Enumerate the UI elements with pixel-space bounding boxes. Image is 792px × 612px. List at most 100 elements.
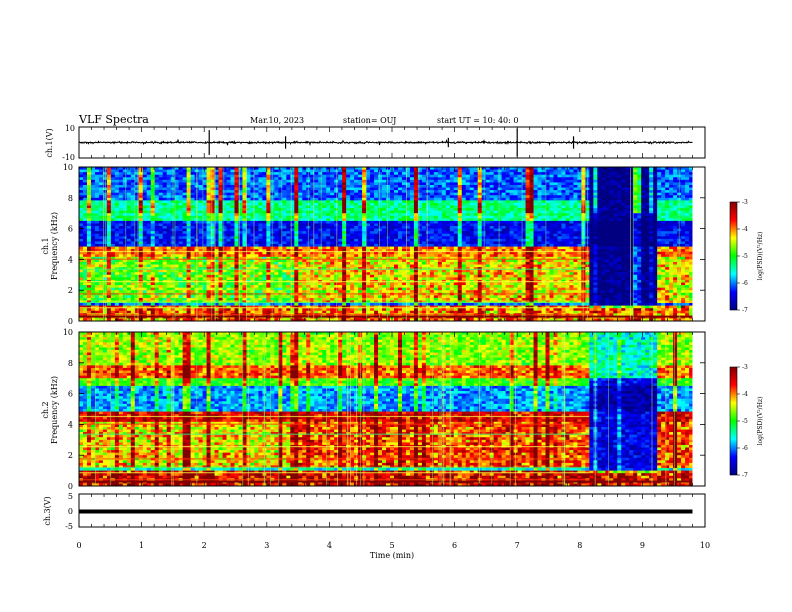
- spec-cell: [310, 174, 315, 178]
- spec-cell: [266, 236, 271, 240]
- spec-cell: [218, 231, 223, 235]
- spec-cell: [154, 184, 160, 188]
- spec-cell: [94, 205, 100, 209]
- spec-cell: [346, 244, 351, 247]
- spec-cell: [230, 308, 235, 312]
- spec-cell: [134, 274, 140, 278]
- spec-cell: [374, 210, 379, 214]
- spec-cell: [142, 233, 148, 237]
- spec-cell: [334, 223, 339, 227]
- spec-cell: [334, 197, 339, 201]
- spec-cell: [198, 184, 204, 188]
- spec-cell: [218, 295, 223, 299]
- spec-cell: [374, 256, 379, 260]
- spec-cell: [302, 228, 307, 232]
- spec-cell: [146, 202, 152, 206]
- spec-cell: [401, 287, 407, 291]
- spec-cell: [214, 187, 219, 191]
- spec-cell: [146, 251, 152, 255]
- spec-cell: [354, 310, 359, 314]
- spec-cell: [246, 169, 251, 173]
- spec-cell: [226, 241, 231, 245]
- spec-cell: [186, 169, 192, 173]
- spec-cell: [302, 297, 307, 301]
- spec-cell: [338, 295, 343, 299]
- spec-cell: [322, 303, 327, 306]
- spec-cell: [286, 238, 291, 242]
- spec-cell: [330, 267, 335, 271]
- spec-cell: [290, 228, 295, 232]
- spec-cell: [290, 249, 295, 253]
- spec-cell: [138, 297, 144, 301]
- spec-cell: [262, 187, 267, 191]
- spec-cell: [86, 297, 92, 301]
- spec-cell: [90, 259, 96, 263]
- spec-cell: [226, 215, 231, 219]
- spec-cell: [302, 202, 307, 206]
- spec-cell: [79, 167, 84, 170]
- spec-cell: [390, 251, 395, 255]
- spec-cell: [358, 174, 363, 178]
- spec-cell: [393, 267, 399, 271]
- spec-cell: [294, 213, 299, 217]
- spec-cell: [397, 195, 403, 199]
- spec-cell: [350, 318, 355, 321]
- spec-cell: [206, 318, 211, 321]
- spec-cell: [401, 215, 407, 219]
- spec-cell: [314, 303, 319, 306]
- spec-cell: [222, 310, 227, 314]
- spec-cell: [210, 228, 215, 232]
- spec-cell: [326, 187, 331, 191]
- spec-cell: [106, 184, 112, 188]
- spec-cell: [405, 200, 411, 204]
- spec-cell: [362, 305, 367, 309]
- spec-cell: [366, 254, 371, 258]
- spec-cell: [130, 226, 136, 229]
- spec-cell: [362, 218, 367, 222]
- spec-cell: [298, 236, 303, 240]
- spec-cell: [202, 233, 207, 237]
- spec-cell: [94, 244, 100, 247]
- spec-cell: [350, 259, 355, 263]
- spec-cell: [230, 285, 235, 289]
- spec-cell: [405, 226, 411, 229]
- spec-cell: [174, 303, 180, 306]
- spec-cell: [230, 264, 235, 268]
- spec-cell: [210, 261, 215, 265]
- spec-cell: [393, 228, 399, 232]
- spec-cell: [322, 210, 327, 214]
- spec-cell: [302, 290, 307, 294]
- spec-cell: [142, 282, 148, 286]
- spec-cell: [397, 290, 403, 294]
- spec-cell: [374, 167, 379, 170]
- spec-cell: [206, 228, 211, 232]
- spec-cell: [82, 182, 88, 186]
- spec-cell: [134, 290, 140, 294]
- spec-cell: [218, 259, 223, 263]
- spec-cell: [278, 174, 283, 178]
- spec-cell: [130, 274, 136, 278]
- spec-cell: [142, 177, 148, 181]
- spec-cell: [134, 285, 140, 289]
- spec-cell: [174, 215, 180, 219]
- spec-cell: [294, 287, 299, 291]
- spec-cell: [358, 215, 363, 219]
- spec-cell: [230, 272, 235, 276]
- spec-cell: [302, 254, 307, 258]
- spec-cell: [242, 184, 247, 188]
- spec-cell: [202, 241, 207, 245]
- spec-cell: [346, 310, 351, 314]
- spec-cell: [98, 236, 104, 240]
- spec-cell: [366, 167, 371, 170]
- spec-cell: [310, 223, 315, 227]
- spec-cell: [354, 285, 359, 289]
- spec-cell: [214, 305, 219, 309]
- spec-cell: [202, 187, 207, 191]
- spec-cell: [250, 285, 255, 289]
- spec-cell: [142, 200, 148, 204]
- spec-cell: [126, 179, 132, 183]
- spec-cell: [94, 174, 100, 178]
- spec-cell: [222, 228, 227, 232]
- spec-cell: [246, 272, 251, 276]
- spec-cell: [342, 244, 347, 247]
